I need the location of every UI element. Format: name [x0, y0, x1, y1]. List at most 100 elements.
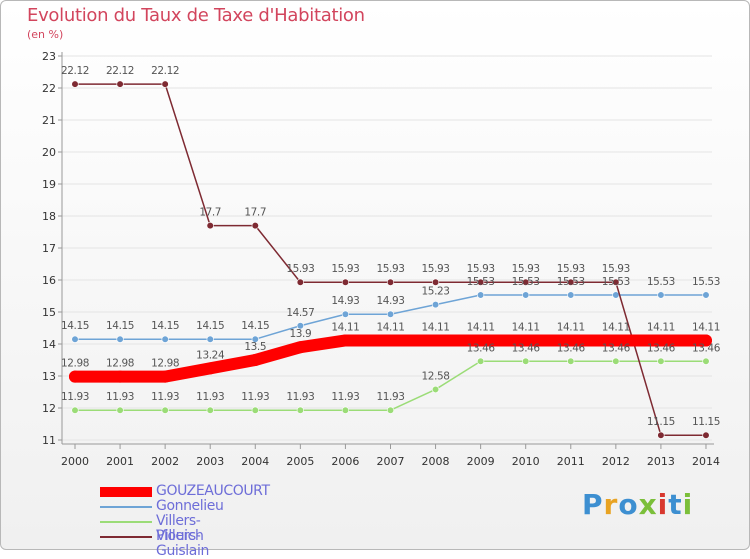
data-label-villers-plouich-2012: 13.46	[602, 342, 631, 354]
y-tick-label-22: 22	[42, 82, 56, 95]
point-gonnelieu-2010	[522, 291, 530, 299]
point-villers-plouich-2006	[341, 406, 350, 414]
x-tick-label-2009: 2009	[467, 455, 495, 468]
point-gonnelieu-2001	[116, 335, 124, 343]
point-villers-guislain-2012	[612, 278, 620, 286]
x-tick-label-2003: 2003	[196, 455, 224, 468]
data-label-villers-plouich-2011: 13.46	[557, 342, 586, 354]
proxiti-logo: Proxiti	[582, 488, 693, 521]
data-label-gouzeaucourt-2007: 14.11	[376, 321, 404, 333]
logo-letter: i	[682, 488, 694, 521]
point-villers-plouich-2014	[702, 357, 710, 365]
point-gouzeaucourt-2006	[339, 334, 352, 347]
data-label-villers-guislain-2001: 22.12	[106, 65, 134, 77]
point-gonnelieu-2008	[431, 301, 440, 309]
data-label-villers-guislain-2009: 15.93	[467, 263, 495, 275]
point-villers-plouich-2008	[431, 385, 440, 394]
point-gouzeaucourt-2000	[69, 370, 81, 383]
y-tick-label-21: 21	[42, 114, 56, 127]
point-gonnelieu-2003	[206, 335, 214, 343]
point-gouzeaucourt-2004	[249, 354, 262, 366]
x-tick-label-2000: 2000	[61, 455, 89, 468]
x-tick-label-2008: 2008	[422, 455, 450, 468]
point-villers-guislain-2009	[477, 278, 485, 286]
x-tick-label-2014: 2014	[692, 455, 720, 468]
x-tick-label-2013: 2013	[647, 455, 675, 468]
point-villers-guislain-2013	[657, 431, 665, 439]
data-label-gouzeaucourt-2012: 14.11	[602, 321, 630, 333]
data-label-gouzeaucourt-2013: 14.11	[647, 321, 675, 333]
point-gonnelieu-2009	[477, 291, 485, 299]
point-villers-plouich-2007	[386, 406, 395, 414]
data-label-villers-guislain-2005: 15.93	[286, 263, 314, 275]
point-gouzeaucourt-2001	[114, 370, 127, 383]
data-label-gouzeaucourt-2011: 14.11	[557, 321, 585, 333]
logo-letter: o	[618, 488, 639, 521]
point-villers-plouich-2011	[567, 357, 575, 365]
point-gouzeaucourt-2003	[204, 362, 217, 375]
point-villers-guislain-2006	[341, 278, 350, 286]
y-tick-label-16: 16	[42, 274, 56, 287]
data-label-villers-guislain-2004: 17.7	[244, 207, 266, 219]
data-label-gouzeaucourt-2014: 14.11	[692, 321, 720, 333]
data-label-gouzeaucourt-2010: 14.11	[512, 321, 540, 333]
legend-label-villers-plouich: Villers-Plouich	[156, 513, 204, 544]
point-gonnelieu-2005	[296, 322, 304, 330]
data-label-villers-guislain-2003: 17.7	[199, 207, 221, 219]
x-tick-label-2007: 2007	[376, 455, 404, 468]
data-label-gouzeaucourt-2001: 12.98	[106, 358, 134, 370]
point-gouzeaucourt-2011	[564, 334, 577, 347]
y-tick-label-18: 18	[42, 210, 56, 223]
point-gonnelieu-2004	[251, 335, 259, 343]
point-villers-guislain-2005	[296, 278, 304, 286]
x-tick-label-2005: 2005	[286, 455, 314, 468]
y-tick-label-11: 11	[42, 434, 56, 447]
chart-title: Evolution du Taux de Taxe d'Habitation	[27, 5, 365, 26]
data-label-gonnelieu-2002: 14.15	[151, 320, 179, 332]
data-label-villers-plouich-2009: 13.46	[467, 342, 496, 354]
data-label-villers-plouich-2006: 11.93	[331, 391, 359, 403]
y-tick-label-15: 15	[42, 306, 56, 319]
data-label-villers-guislain-2000: 22.12	[61, 65, 89, 77]
point-villers-guislain-2008	[431, 278, 440, 286]
point-gouzeaucourt-2014	[699, 334, 712, 347]
point-villers-guislain-2002	[161, 80, 169, 88]
data-label-villers-plouich-2010: 13.46	[512, 342, 541, 354]
data-label-villers-plouich-2008: 12.58	[422, 370, 450, 382]
point-gouzeaucourt-2002	[159, 370, 172, 383]
data-label-villers-plouich-2004: 11.93	[241, 391, 269, 403]
y-tick-label-17: 17	[42, 242, 56, 255]
data-label-gonnelieu-2011: 15.53	[557, 276, 585, 288]
point-villers-guislain-2010	[522, 278, 530, 286]
data-label-villers-guislain-2002: 22.12	[151, 65, 179, 77]
data-label-gouzeaucourt-2008: 14.11	[422, 321, 450, 333]
y-tick-label-19: 19	[42, 178, 56, 191]
data-label-gouzeaucourt-2006: 14.11	[331, 321, 359, 333]
point-gouzeaucourt-2010	[519, 334, 532, 347]
point-gouzeaucourt-2005	[294, 341, 307, 354]
point-villers-plouich-2005	[296, 406, 304, 414]
data-label-gouzeaucourt-2003: 13.24	[196, 349, 225, 361]
data-label-villers-guislain-2007: 15.93	[376, 263, 404, 275]
x-tick-label-2010: 2010	[512, 455, 540, 468]
y-tick-label-12: 12	[42, 402, 56, 415]
data-label-gonnelieu-2009: 15.53	[467, 276, 495, 288]
chart-subtitle: (en %)	[27, 28, 64, 41]
point-villers-guislain-2000	[71, 80, 79, 88]
data-label-villers-guislain-2014: 11.15	[692, 416, 720, 428]
point-gouzeaucourt-2008	[429, 334, 442, 347]
data-label-villers-plouich-2014: 13.46	[692, 342, 721, 354]
data-label-villers-plouich-2007: 11.93	[376, 391, 404, 403]
data-label-villers-plouich-2013: 13.46	[647, 342, 676, 354]
point-gonnelieu-2013	[657, 291, 665, 299]
point-villers-plouich-2003	[206, 406, 214, 414]
point-villers-guislain-2014	[702, 431, 710, 439]
data-label-villers-guislain-2012: 15.93	[602, 263, 630, 275]
data-label-gonnelieu-2000: 14.15	[61, 320, 89, 332]
data-label-gonnelieu-2008: 15.23	[422, 286, 450, 298]
x-tick-label-2006: 2006	[331, 455, 359, 468]
y-tick-label-14: 14	[42, 338, 56, 351]
point-gouzeaucourt-2007	[384, 334, 397, 347]
point-villers-guislain-2004	[251, 222, 259, 230]
